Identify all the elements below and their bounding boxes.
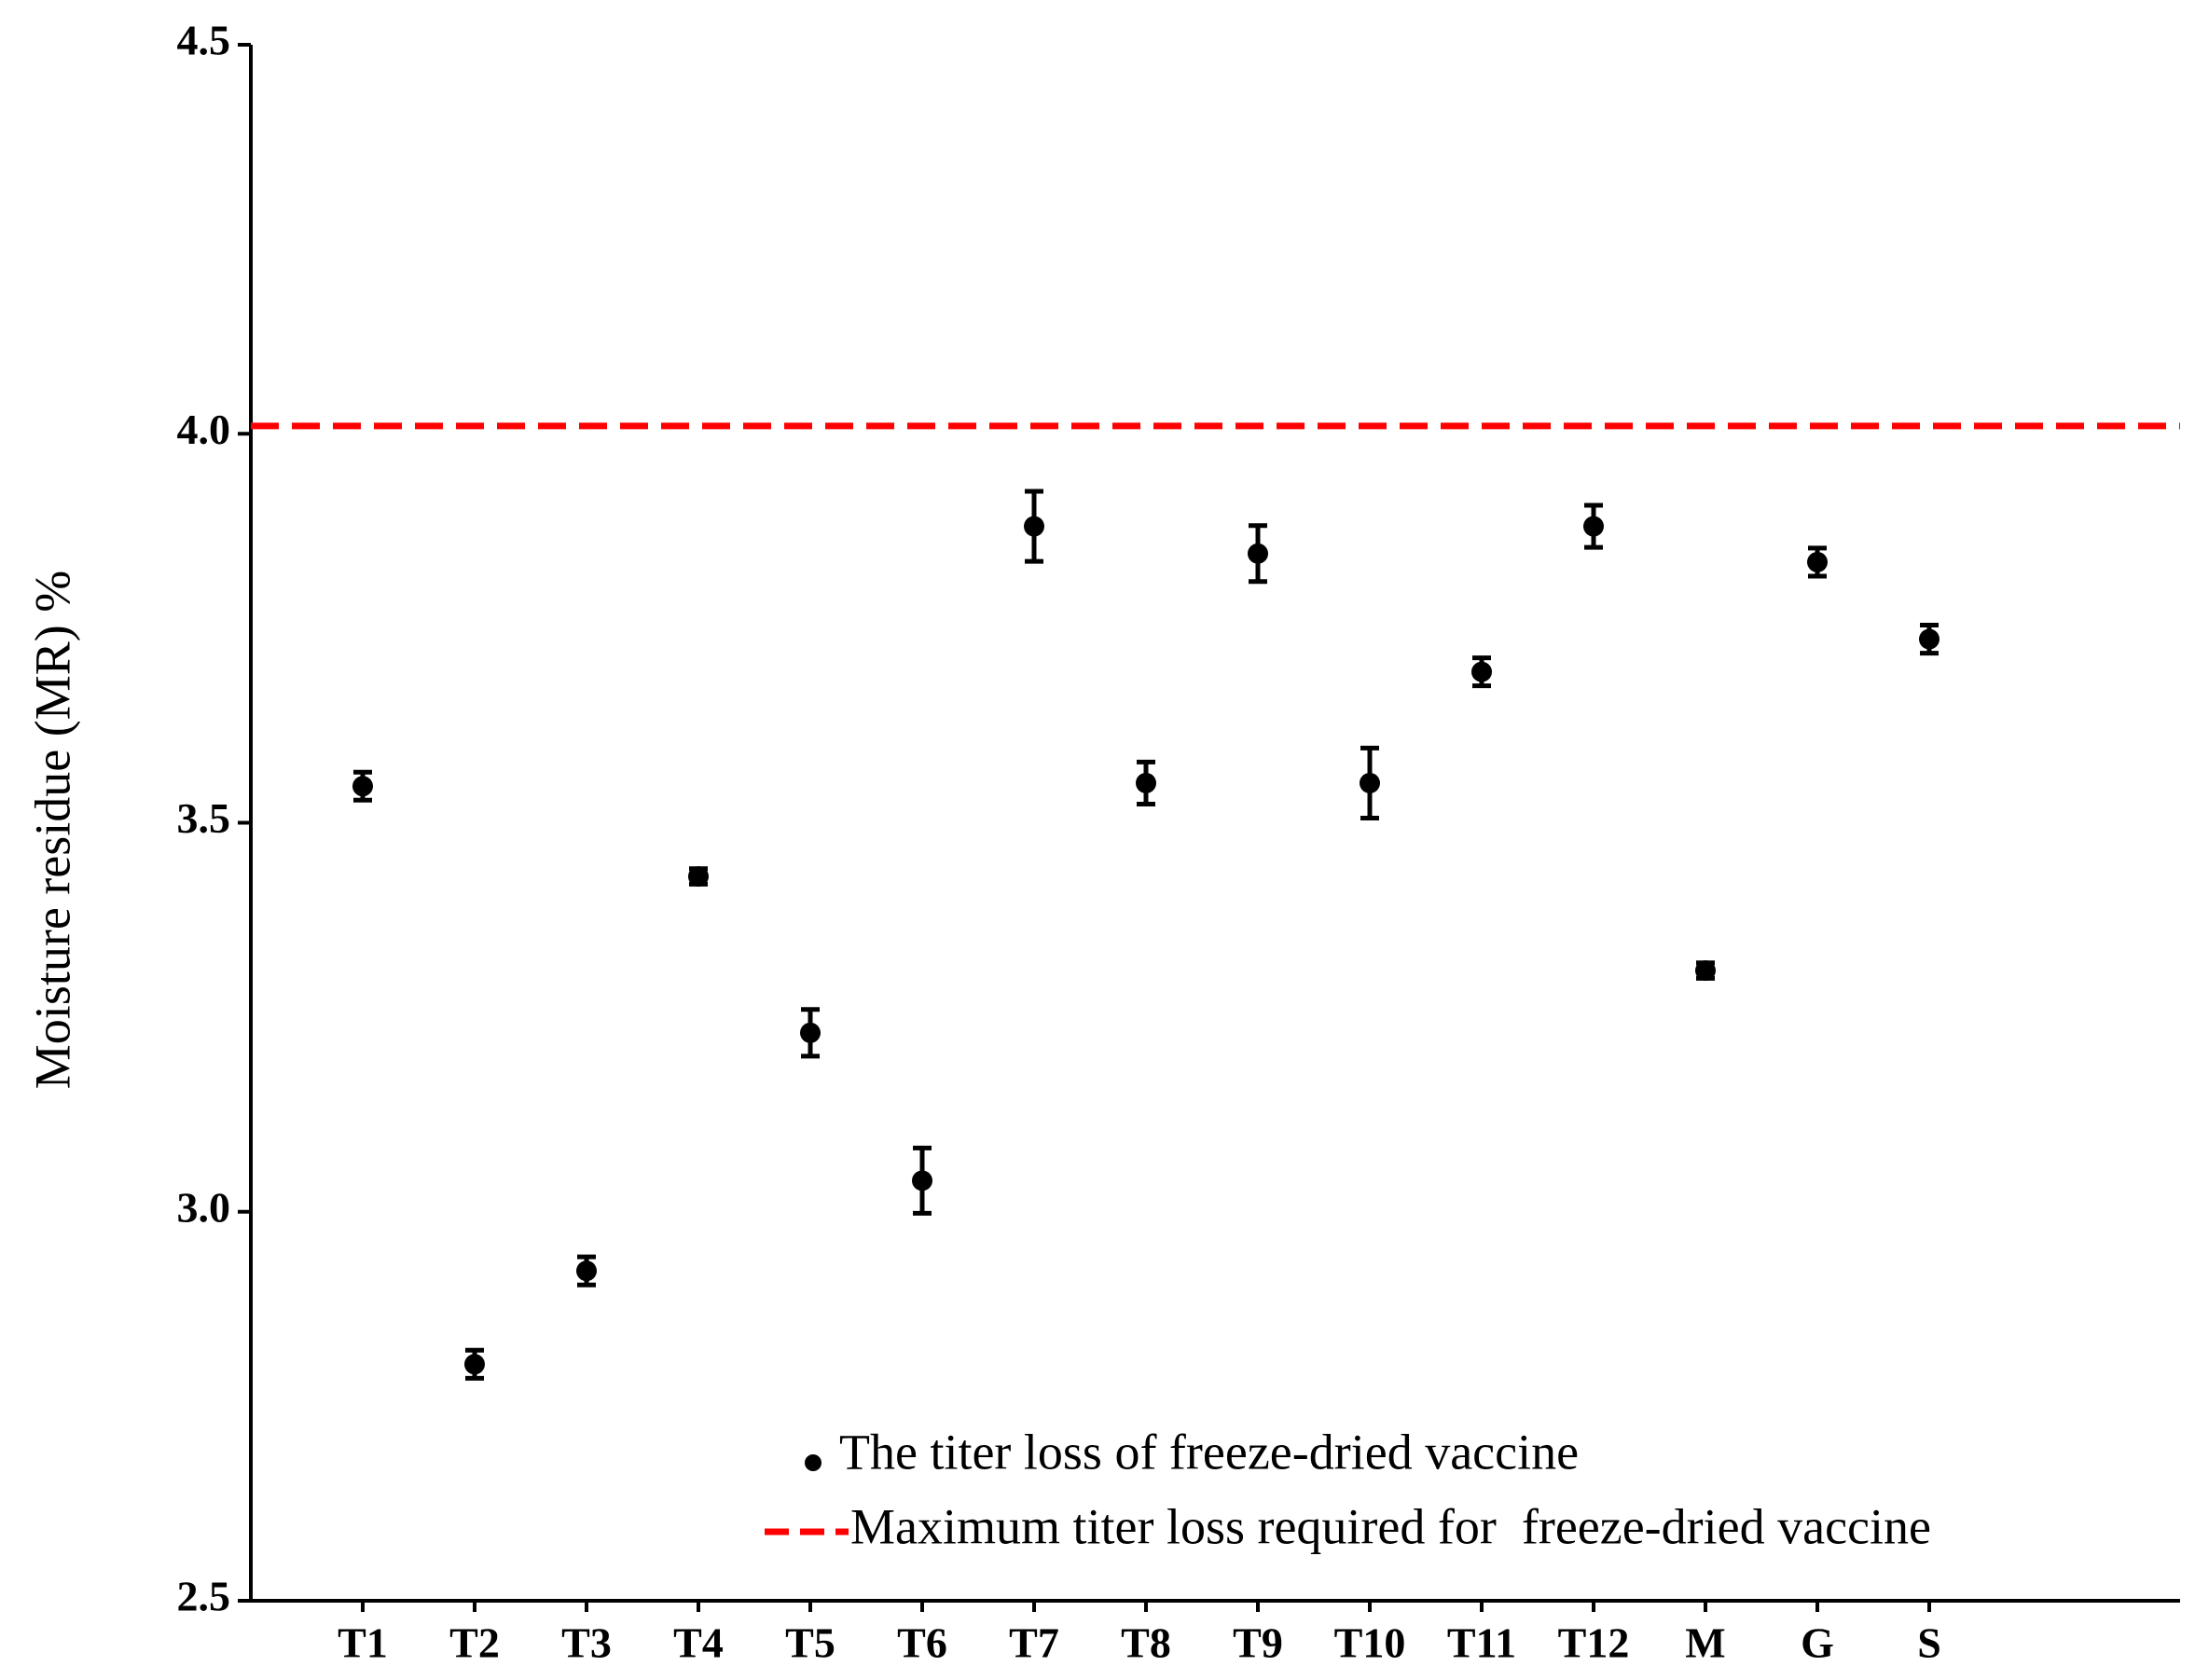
point (1583, 516, 1604, 537)
x-tick-label: T4 (673, 1619, 724, 1667)
legend-label: Maximum titer loss required for freeze-d… (850, 1498, 1931, 1554)
x-tick-label: T3 (561, 1619, 612, 1667)
y-tick-label: 3.5 (177, 794, 231, 842)
point (1248, 543, 1268, 564)
x-tick-label: T6 (897, 1619, 947, 1667)
y-tick-label: 2.5 (177, 1573, 231, 1620)
x-tick-label: S (1917, 1619, 1941, 1667)
point (1807, 551, 1828, 572)
x-tick-label: T9 (1233, 1619, 1283, 1667)
x-tick-label: T12 (1558, 1619, 1630, 1667)
point (912, 1170, 932, 1191)
y-axis-label: Moisture residue (MR) % (24, 571, 80, 1089)
point (464, 1354, 485, 1375)
point (1695, 960, 1716, 982)
point (1471, 661, 1492, 682)
point (1024, 516, 1044, 537)
point (800, 1022, 821, 1043)
point (1136, 772, 1156, 793)
y-tick-label: 4.0 (177, 406, 231, 453)
point (352, 776, 373, 797)
point (1360, 772, 1380, 793)
x-tick-label: G (1801, 1619, 1834, 1667)
x-tick-label: T11 (1447, 1619, 1516, 1667)
y-tick-label: 3.0 (177, 1183, 231, 1231)
x-tick-label: T8 (1121, 1619, 1171, 1667)
x-tick-label: T2 (449, 1619, 500, 1667)
y-tick-label: 4.5 (177, 17, 231, 64)
legend-label: The titer loss of freeze-dried vaccine (839, 1424, 1579, 1480)
x-tick-label: T10 (1334, 1619, 1406, 1667)
x-tick-label: T5 (785, 1619, 835, 1667)
x-tick-label: M (1685, 1619, 1725, 1667)
legend-marker (805, 1454, 821, 1471)
x-tick-label: T1 (338, 1619, 388, 1667)
x-tick-label: T7 (1009, 1619, 1059, 1667)
point (688, 866, 709, 888)
point (1919, 628, 1940, 650)
point (576, 1260, 597, 1282)
